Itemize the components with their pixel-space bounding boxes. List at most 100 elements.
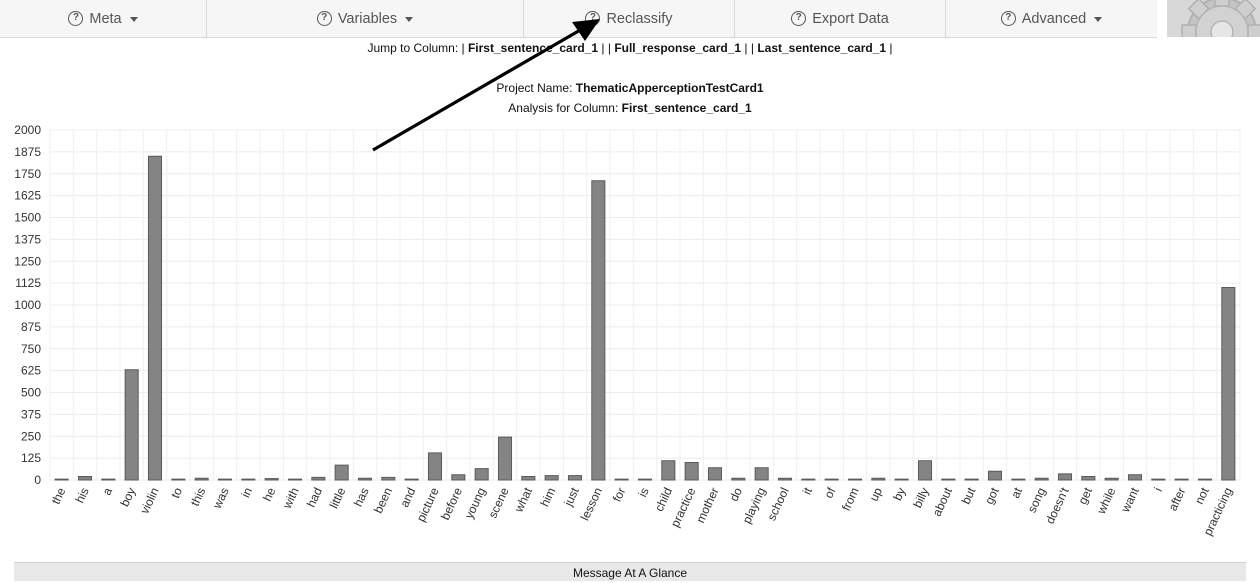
bar-child[interactable] (661, 460, 676, 481)
bar-playing[interactable] (754, 467, 769, 481)
settings-gear-button[interactable] (1167, 0, 1260, 37)
bar-little[interactable] (334, 464, 349, 481)
bar-him[interactable] (544, 475, 559, 481)
help-circle-icon: ? (68, 11, 84, 26)
jump-separator: | | (744, 41, 754, 55)
bar-by[interactable] (894, 478, 909, 481)
bar-lesson[interactable] (591, 180, 606, 481)
x-tick-label: and (397, 485, 418, 509)
bar-practice[interactable] (684, 462, 699, 481)
x-tick-label: before (438, 485, 465, 522)
bar-what[interactable] (521, 476, 536, 481)
bar-was[interactable] (217, 478, 233, 481)
project-name-value: ThematicApperceptionTestCard1 (575, 81, 764, 95)
bar-mother[interactable] (707, 467, 723, 481)
bar-scene[interactable] (497, 436, 513, 481)
nav-export-label: Export Data (812, 10, 889, 27)
nav-advanced-button[interactable]: ? Advanced (946, 0, 1157, 37)
bar-he[interactable] (264, 478, 279, 481)
x-tick-label: of (821, 485, 838, 501)
help-circle-icon: ? (316, 11, 332, 26)
bar-just[interactable] (567, 475, 583, 481)
nav-export-button[interactable]: ? Export Data (735, 0, 946, 37)
bar-boy[interactable] (124, 369, 139, 481)
x-tick-label: while (1094, 485, 1119, 517)
bar-has[interactable] (357, 477, 373, 481)
y-tick-label: 1875 (14, 145, 41, 159)
x-tick-label: the (49, 485, 69, 506)
x-tick-label: not (1192, 485, 1212, 507)
x-tick-label: get (1075, 485, 1095, 507)
nav-meta-button[interactable]: ? Meta (0, 0, 207, 37)
bar-from[interactable] (847, 478, 863, 481)
message-at-a-glance-panel[interactable]: Message At A Glance (14, 562, 1246, 581)
nav-advanced-label: Advanced (1021, 10, 1087, 27)
y-tick-label: 500 (21, 386, 41, 400)
bar-violin[interactable] (147, 155, 163, 481)
bar-up[interactable] (871, 477, 886, 481)
bar-for[interactable] (614, 478, 629, 481)
x-tick-label: want (1118, 485, 1142, 515)
bar-been[interactable] (381, 476, 396, 481)
x-tick-label: at (1008, 485, 1025, 501)
bar-it[interactable] (801, 478, 816, 481)
bar-song[interactable] (1034, 477, 1049, 481)
y-tick-label: 1750 (14, 167, 41, 181)
nav-variables-button[interactable]: ? Variables (207, 0, 524, 37)
x-tick-label: his (73, 485, 92, 505)
bar-in[interactable] (241, 478, 256, 481)
bar-young[interactable] (474, 468, 489, 481)
bar-and[interactable] (404, 478, 419, 481)
x-tick-label: it (800, 485, 816, 497)
y-tick-label: 1500 (14, 211, 41, 225)
x-tick-label: after (1166, 485, 1189, 513)
bar-practicing[interactable] (1221, 287, 1236, 481)
x-tick-label: little (327, 485, 349, 511)
analysis-column-line: Analysis for Column: First_sentence_card… (0, 101, 1260, 115)
nav-variables-label: Variables (337, 10, 398, 27)
bar-of[interactable] (824, 478, 839, 481)
bar-with[interactable] (287, 478, 303, 481)
bar-is[interactable] (637, 478, 653, 481)
bar-after[interactable] (1174, 478, 1189, 481)
bar-this[interactable] (194, 477, 209, 481)
bar-picture[interactable] (427, 452, 443, 481)
bar-school[interactable] (777, 477, 793, 481)
nav-reclassify-label: Reclassify (606, 10, 673, 27)
bar-while[interactable] (1104, 477, 1119, 481)
bar-got[interactable] (987, 470, 1003, 481)
bar-do[interactable] (731, 477, 746, 481)
jump-link-last-sentence[interactable]: Last_sentence_card_1 (757, 41, 887, 55)
bar-before[interactable] (451, 474, 466, 481)
bar-i[interactable] (1151, 478, 1166, 481)
y-tick-label: 1625 (14, 189, 41, 203)
bar-get[interactable] (1081, 476, 1096, 481)
bar-want[interactable] (1127, 474, 1143, 481)
jump-link-full-response[interactable]: Full_response_card_1 (614, 41, 742, 55)
analysis-column-label: Analysis for Column: (508, 101, 619, 115)
bar-about[interactable] (941, 478, 956, 481)
bar-the[interactable] (54, 478, 69, 481)
jump-separator: | (889, 41, 893, 55)
bar-doesn't[interactable] (1057, 473, 1073, 481)
jump-link-first-sentence[interactable]: First_sentence_card_1 (467, 41, 599, 55)
analysis-column-value: First_sentence_card_1 (621, 101, 752, 115)
y-tick-label: 1250 (14, 254, 41, 268)
bar-billy[interactable] (917, 460, 933, 481)
bar-not[interactable] (1197, 478, 1213, 481)
bar-had[interactable] (311, 476, 326, 481)
x-tick-label: been (371, 485, 395, 515)
caret-down-icon (129, 17, 138, 22)
x-tick-label: school (764, 485, 791, 522)
bar-but[interactable] (964, 478, 979, 481)
y-tick-label: 125 (21, 451, 41, 465)
bar-at[interactable] (1011, 478, 1026, 481)
x-tick-label: up (867, 485, 885, 503)
x-tick-label: billy (910, 485, 931, 510)
x-tick-label: a (100, 485, 116, 497)
nav-reclassify-button[interactable]: ? Reclassify (524, 0, 735, 37)
bar-to[interactable] (171, 478, 186, 481)
bar-his[interactable] (77, 476, 93, 481)
bar-a[interactable] (101, 478, 116, 481)
x-tick-label: had (304, 485, 325, 509)
